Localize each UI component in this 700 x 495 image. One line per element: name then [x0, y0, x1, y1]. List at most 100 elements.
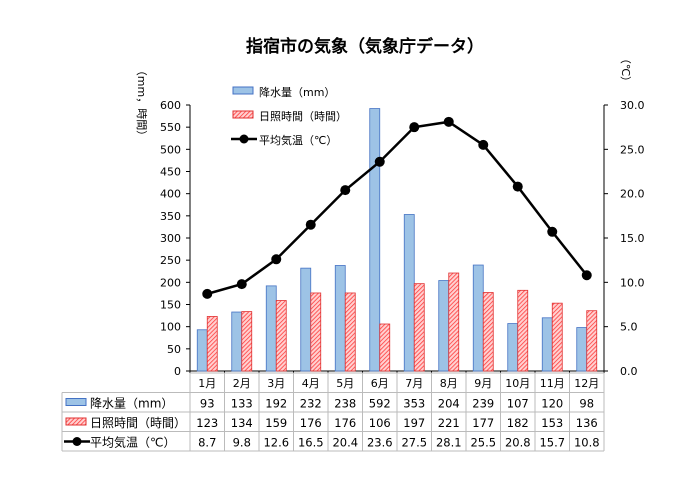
- table-cell: 192: [265, 397, 287, 411]
- precip-bar: [196, 329, 208, 372]
- table-precip-swatch: [65, 398, 87, 406]
- right-tick-label: 30.0: [620, 99, 645, 112]
- table-cell: 27.5: [401, 436, 427, 450]
- table-cell: 176: [334, 416, 356, 430]
- sunshine-bar: [241, 311, 253, 372]
- temperature-point: [443, 116, 454, 127]
- right-tick-label: 20.0: [620, 188, 645, 201]
- table-cell: 159: [265, 416, 287, 430]
- table-cell: 182: [507, 416, 529, 430]
- left-tick-label: 450: [160, 166, 181, 179]
- sunshine-bar: [310, 292, 322, 372]
- sunshine-bar: [275, 300, 287, 372]
- right-tick-label: 5.0: [620, 321, 638, 334]
- left-tick-label: 0: [174, 365, 181, 378]
- table-cell: 20.4: [332, 436, 358, 450]
- legend-label: 平均気温（℃）: [259, 133, 337, 147]
- table-temp-marker: [72, 437, 82, 446]
- left-tick-label: 300: [160, 232, 181, 245]
- table-cell: 123: [196, 416, 218, 430]
- table-row-label: 降水量（mm）: [90, 397, 173, 411]
- right-tick-label: 15.0: [620, 232, 645, 245]
- left-tick-label: 550: [160, 121, 181, 134]
- table-cell: 221: [438, 416, 460, 430]
- precip-bar: [403, 214, 415, 372]
- table-cell: 176: [300, 416, 322, 430]
- right-tick-label: 25.0: [620, 143, 645, 156]
- sunshine-bar: [586, 310, 598, 372]
- temperature-point: [547, 226, 558, 237]
- sunshine-bar: [206, 316, 218, 372]
- month-label: 10月: [505, 377, 530, 390]
- right-tick-label: 0.0: [620, 365, 638, 378]
- table-cell: 16.5: [298, 436, 324, 450]
- table-row-label: 平均気温（℃）: [90, 435, 175, 450]
- left-tick-label: 500: [160, 143, 181, 156]
- temperature-point: [409, 122, 420, 133]
- table-cell: 133: [231, 397, 253, 411]
- legend-label: 降水量（mm）: [259, 85, 335, 99]
- temperature-point: [374, 156, 385, 167]
- left-tick-label: 250: [160, 254, 181, 267]
- table-cell: 20.8: [505, 436, 531, 450]
- month-label: 12月: [574, 377, 599, 390]
- sunshine-bar: [517, 289, 529, 372]
- temperature-line: [206, 120, 588, 296]
- left-tick-label: 200: [160, 276, 181, 289]
- table-cell: 93: [200, 397, 215, 411]
- month-label: 7月: [405, 377, 423, 390]
- table-cell: 25.5: [470, 436, 496, 450]
- precip-bar: [541, 317, 553, 372]
- temperature-point: [305, 219, 316, 230]
- table-cell: 9.8: [233, 436, 251, 450]
- left-tick-label: 150: [160, 299, 181, 312]
- month-label: 4月: [302, 377, 320, 390]
- legend-label: 日照時間（時間）: [259, 110, 347, 123]
- table-cell: 353: [403, 397, 425, 411]
- left-axis-label: （mm，時間）: [135, 65, 148, 141]
- temperature-point: [271, 254, 282, 265]
- precip-bar: [369, 108, 381, 372]
- precip-bar: [231, 311, 243, 372]
- right-tick-label: 10.0: [620, 276, 645, 289]
- month-label: 1月: [198, 377, 216, 390]
- table-cell: 23.6: [367, 436, 393, 450]
- month-label: 8月: [440, 377, 458, 390]
- temperature-point: [478, 139, 489, 150]
- table-cell: 239: [472, 397, 494, 411]
- precip-bar: [507, 323, 519, 372]
- month-label: 5月: [336, 377, 354, 390]
- left-tick-label: 600: [160, 99, 181, 112]
- table-cell: 153: [541, 416, 563, 430]
- left-tick-label: 350: [160, 210, 181, 223]
- temperature-point: [581, 270, 592, 281]
- month-label: 6月: [371, 377, 389, 390]
- table-cell: 204: [438, 397, 460, 411]
- temperature-point: [236, 279, 247, 290]
- sunshine-bar: [344, 292, 356, 372]
- table-cell: 10.8: [574, 436, 600, 450]
- month-label: 2月: [233, 377, 251, 390]
- sunshine-bar: [413, 283, 425, 372]
- table-cell: 177: [472, 416, 494, 430]
- table-cell: 12.6: [263, 436, 289, 450]
- table-cell: 120: [541, 397, 563, 411]
- chart-title: 指宿市の気象（気象庁データ）: [246, 36, 484, 57]
- sunshine-bar: [448, 272, 460, 372]
- precip-bar: [472, 264, 484, 372]
- temperature-point: [340, 185, 351, 196]
- temperature-point: [512, 181, 523, 192]
- sunshine-bar: [482, 292, 494, 372]
- legend-precip-swatch: [232, 86, 254, 95]
- table-row-label: 日照時間（時間）: [90, 416, 186, 430]
- left-tick-label: 50: [167, 343, 181, 356]
- table-cell: 107: [507, 397, 529, 411]
- table-cell: 15.7: [539, 436, 565, 450]
- left-tick-label: 400: [160, 188, 181, 201]
- legend-temp-marker: [239, 134, 249, 144]
- precip-bar: [438, 280, 450, 372]
- table-cell: 592: [369, 397, 391, 411]
- month-label: 9月: [474, 377, 492, 390]
- table-cell: 134: [231, 416, 253, 430]
